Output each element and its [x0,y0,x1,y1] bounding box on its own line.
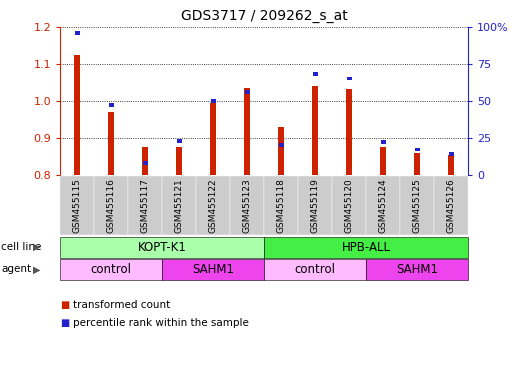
Text: GSM455126: GSM455126 [447,178,456,233]
Bar [312,86,318,175]
Text: ▶: ▶ [33,264,40,275]
Text: SAHM1: SAHM1 [396,263,438,276]
Text: SAHM1: SAHM1 [192,263,234,276]
Bar [313,72,317,76]
Text: agent: agent [1,264,31,275]
Bar [347,77,351,81]
Text: GSM455120: GSM455120 [345,178,354,233]
Bar [211,99,215,103]
Text: ▶: ▶ [33,242,40,252]
Bar [415,148,419,151]
Text: cell line: cell line [1,242,41,252]
Text: GSM455119: GSM455119 [311,178,320,233]
Text: ■: ■ [60,318,70,328]
Bar [448,155,454,175]
Bar [143,161,147,165]
Text: transformed count: transformed count [73,300,170,310]
Bar [108,112,114,175]
Text: GSM455123: GSM455123 [243,178,252,233]
Bar [75,31,79,35]
Bar [244,88,250,175]
Bar [142,147,148,175]
Bar [381,140,385,144]
Title: GDS3717 / 209262_s_at: GDS3717 / 209262_s_at [181,9,347,23]
Text: control: control [90,263,132,276]
Bar [279,143,283,147]
Bar [74,55,80,175]
Text: GSM455125: GSM455125 [413,178,422,233]
Text: GSM455115: GSM455115 [73,178,82,233]
Text: percentile rank within the sample: percentile rank within the sample [73,318,249,328]
Bar [176,147,182,175]
Bar [210,103,216,175]
Text: GSM455118: GSM455118 [277,178,286,233]
Text: GSM455124: GSM455124 [379,178,388,233]
Bar [346,89,352,175]
Bar [449,152,453,156]
Text: GSM455122: GSM455122 [209,178,218,233]
Bar [109,103,113,107]
Text: ■: ■ [60,300,70,310]
Bar [278,127,284,175]
Text: GSM455116: GSM455116 [107,178,116,233]
Text: GSM455121: GSM455121 [175,178,184,233]
Text: GSM455117: GSM455117 [141,178,150,233]
Bar [414,153,420,175]
Bar [177,139,181,142]
Bar [380,147,386,175]
Text: control: control [294,263,336,276]
Text: HPB-ALL: HPB-ALL [342,241,391,253]
Text: KOPT-K1: KOPT-K1 [138,241,187,253]
Bar [245,90,249,94]
